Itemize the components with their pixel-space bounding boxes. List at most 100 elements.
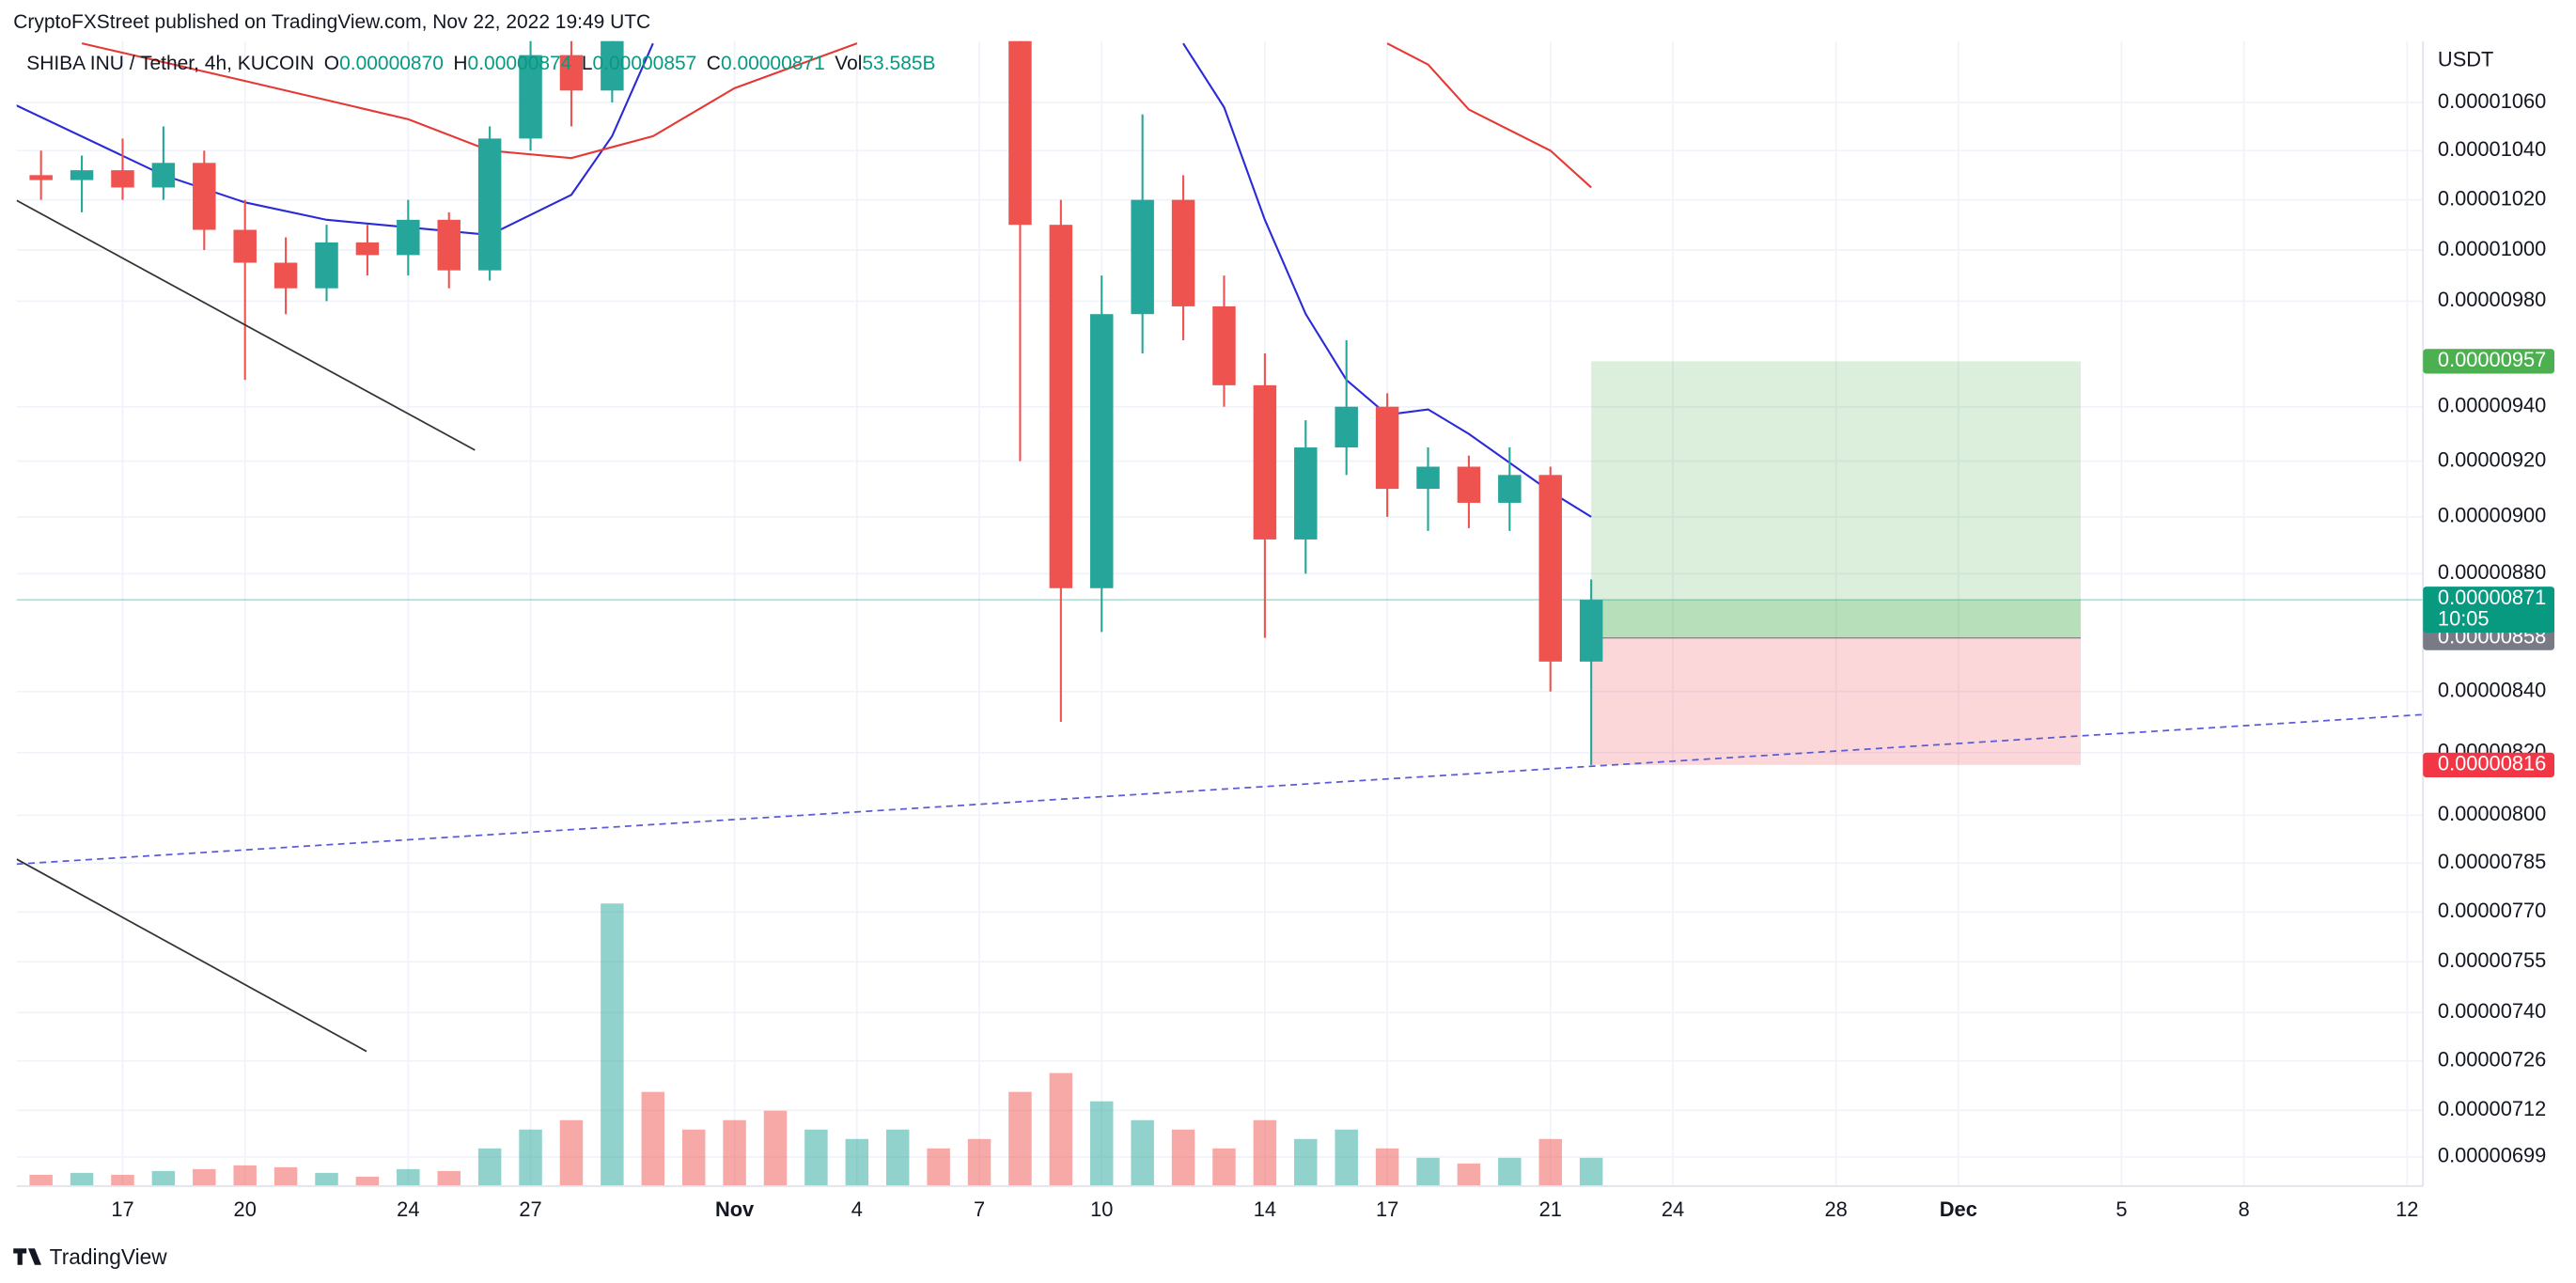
volume-bar: [967, 1138, 991, 1186]
vol-value: 53.585B: [862, 53, 935, 74]
c-value: 0.00000871: [721, 53, 825, 74]
volume-bar: [1335, 1129, 1358, 1186]
unit: USDT: [2438, 47, 2493, 70]
h-value: 0.00000874: [468, 53, 572, 74]
x-tick-label: 14: [1254, 1197, 1276, 1221]
candle-body: [1498, 475, 1522, 503]
countdown: 10:05: [2438, 607, 2490, 631]
y-tick-label: 0.00000940: [2438, 393, 2546, 416]
brand: TradingView: [50, 1244, 168, 1269]
y-tick-label: 0.00001020: [2438, 186, 2546, 210]
price-tag: [2423, 349, 2555, 374]
volume-bar: [1498, 1157, 1522, 1186]
candle-body: [519, 55, 542, 139]
candle-body: [273, 262, 298, 289]
candle-body: [1131, 199, 1154, 315]
x-tick-label: 4: [851, 1197, 863, 1221]
y-tick-label: 0.00000755: [2438, 948, 2546, 972]
candle-body: [601, 40, 624, 91]
l-key: L: [582, 53, 593, 74]
h-key: H: [453, 53, 467, 74]
volume-bar: [885, 1129, 910, 1186]
y-tick-label: 0.00001040: [2438, 137, 2546, 161]
volume-bar: [559, 1119, 584, 1186]
volume-bar: [681, 1129, 706, 1186]
x-tick-label: 21: [1539, 1197, 1562, 1221]
trend-line: [16, 199, 476, 451]
candle-body: [477, 138, 502, 271]
x-tick-label: 20: [234, 1197, 257, 1221]
volume-bar: [519, 1129, 542, 1186]
candle-body: [1457, 466, 1481, 503]
candle-body: [355, 242, 380, 256]
candle-body: [1090, 314, 1114, 588]
volume-bar: [477, 1148, 502, 1186]
candle-body: [1538, 475, 1562, 662]
y-tick-label: 0.00000740: [2438, 999, 2546, 1023]
price-tag: [2423, 587, 2555, 634]
y-tick-label: 0.00000900: [2438, 504, 2546, 527]
volume-bar: [1049, 1072, 1073, 1186]
volume-bar: [397, 1168, 420, 1186]
y-tick-label: 0.00000880: [2438, 560, 2546, 584]
volume-bar: [1457, 1163, 1481, 1186]
volume-bar: [1375, 1148, 1399, 1186]
position-box: [16, 361, 2424, 765]
x-tick-label: 5: [2115, 1197, 2127, 1221]
volume-bar: [763, 1110, 788, 1186]
x-tick-label: 7: [974, 1197, 985, 1221]
y-tick-label: 0.00000770: [2438, 899, 2546, 922]
y-tick-label: 0.00000726: [2438, 1048, 2546, 1072]
candle-body: [1049, 225, 1073, 588]
y-tick-label: 0.00000699: [2438, 1144, 2546, 1167]
candle-body: [151, 163, 176, 188]
symbol: SHIBA INU / Tether, 4h, KUCOIN: [26, 53, 314, 74]
volume-bar: [601, 903, 624, 1186]
x-tick-label: 10: [1090, 1197, 1113, 1221]
volume-bar: [1212, 1148, 1236, 1186]
volume-bar: [233, 1165, 257, 1186]
candle-body: [1008, 40, 1032, 226]
candle-body: [1579, 600, 1603, 662]
candles: [29, 40, 1603, 765]
candle-body: [193, 163, 216, 230]
x-tick-label: 28: [1824, 1197, 1847, 1221]
volume-bar: [845, 1138, 869, 1186]
volume-bar: [355, 1176, 380, 1186]
volume-bar: [1416, 1157, 1440, 1186]
candle-body: [559, 55, 584, 91]
footer: TradingView: [13, 1244, 167, 1269]
volume-bar: [1090, 1101, 1114, 1186]
volume-bar: [1538, 1138, 1562, 1186]
volume-bar: [927, 1148, 950, 1186]
y-tick-label: 0.00000800: [2438, 802, 2546, 825]
volume-bar: [1253, 1119, 1277, 1186]
vol-key: Vol: [835, 53, 862, 74]
volume-bar: [315, 1172, 338, 1186]
volume-bar: [151, 1170, 176, 1186]
y-tick-label: 0.00000840: [2438, 679, 2546, 702]
y-tick-label: 0.00001060: [2438, 89, 2546, 113]
drawings: [16, 199, 2424, 1053]
volume-bar: [70, 1172, 94, 1186]
x-tick-label: 8: [2239, 1197, 2250, 1221]
y-tick-label: 0.00000712: [2438, 1097, 2546, 1120]
x-tick-label: 27: [519, 1197, 541, 1221]
y-tick-label: 0.00000980: [2438, 288, 2546, 311]
o-key: O: [324, 53, 339, 74]
legend: SHIBA INU / Tether, 4h, KUCOIN O 0.0000087…: [26, 53, 935, 74]
y-tick-label: 0.00001000: [2438, 237, 2546, 260]
y-tick-label: 0.00000785: [2438, 850, 2546, 873]
c-key: C: [707, 53, 721, 74]
volume-bar: [723, 1119, 746, 1186]
price-tag: [2423, 752, 2555, 777]
volume-bar: [273, 1166, 298, 1186]
open-pnl-zone: [1591, 600, 2082, 638]
l-value: 0.00000857: [593, 53, 697, 74]
x-tick-label: 12: [2396, 1197, 2418, 1221]
x-tick-label: Nov: [715, 1197, 755, 1221]
candle-body: [1253, 384, 1277, 540]
candle-body: [111, 170, 134, 188]
